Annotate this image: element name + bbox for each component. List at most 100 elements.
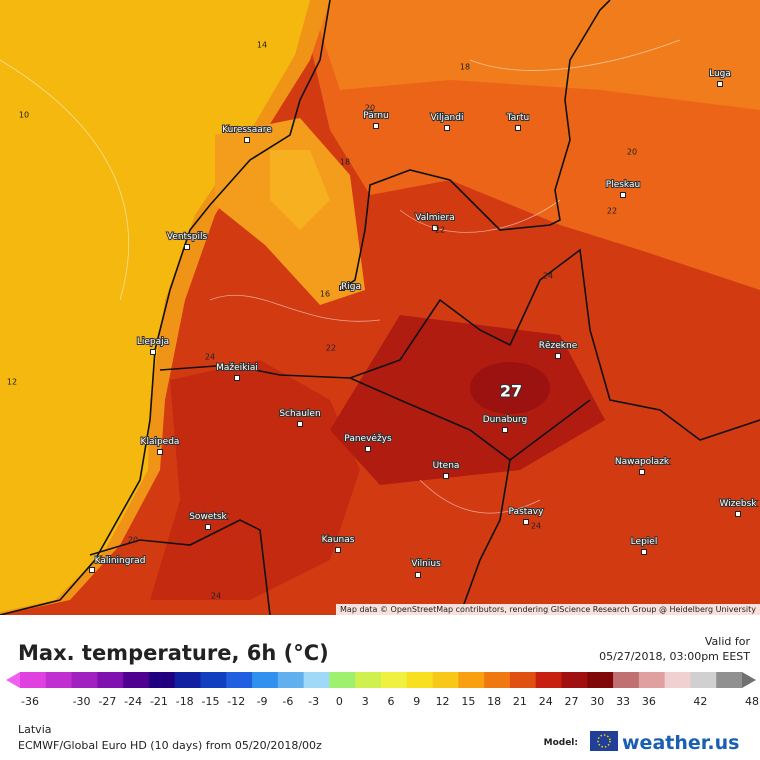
- city-label: Lepiel: [631, 537, 658, 547]
- colorbar-tick-label: -27: [98, 695, 116, 708]
- colorbar-tick-label: 3: [362, 695, 369, 708]
- colorbar-tick-label: 9: [413, 695, 420, 708]
- city-dot: [717, 81, 723, 87]
- colorbar-tick-label: 36: [642, 695, 656, 708]
- contour-label: 18: [340, 158, 350, 167]
- model-line: ECMWF/Global Euro HD (10 days) from 05/2…: [18, 739, 322, 752]
- city-label: Tartu: [506, 113, 529, 123]
- colorbar-tick-label: 12: [436, 695, 450, 708]
- valid-time: 05/27/2018, 03:00pm EEST: [599, 650, 750, 663]
- model-label: Model:: [544, 738, 578, 748]
- colorbar-segment: [200, 672, 227, 688]
- contour-label: 24: [543, 272, 553, 281]
- city-label: Utena: [433, 461, 460, 471]
- colorbar-tick-label: -3: [308, 695, 319, 708]
- city-dot: [335, 547, 341, 553]
- colorbar-segment: [432, 672, 459, 688]
- colorbar-segment: [226, 672, 253, 688]
- coastline: [0, 0, 331, 615]
- valid-for: Valid for: [705, 635, 751, 648]
- hot-zone-west: [150, 360, 360, 600]
- colorbar-segment: [587, 672, 614, 688]
- contour-label: 24: [205, 353, 215, 362]
- attribution: Map data © OpenStreetMap contributors, r…: [340, 605, 756, 614]
- city-label: Schaulen: [279, 409, 320, 419]
- colorbar-tick-label: 30: [590, 695, 604, 708]
- contour-label: 18: [460, 63, 470, 72]
- colorbar-segment: [716, 672, 743, 688]
- city-label: Vilnius: [411, 559, 441, 569]
- attribution-box: [336, 604, 760, 615]
- city-dot: [373, 123, 379, 129]
- colorbar-tick-label: -36: [21, 695, 39, 708]
- colorbar-arrow-right: [742, 672, 756, 688]
- colorbar-segment: [148, 672, 176, 688]
- colorbar-arrow-left: [6, 672, 20, 688]
- contour-label: 14: [257, 41, 267, 50]
- city-dot: [735, 511, 741, 517]
- colorbar-segment: [329, 672, 356, 688]
- city-dot: [234, 375, 240, 381]
- hot-zone: [330, 315, 605, 485]
- city-label: Nawapolazk: [615, 457, 670, 467]
- contour-label: 24: [211, 592, 221, 601]
- contour-label: 24: [531, 522, 541, 531]
- city-label: Riga: [341, 282, 361, 292]
- colorbar-segment: [664, 672, 691, 688]
- city-dot: [523, 519, 529, 525]
- contour-label: 20: [128, 536, 138, 545]
- city-label: Liepaja: [137, 337, 169, 347]
- city-label: Wizebsk: [719, 499, 757, 509]
- colorbar-segment: [406, 672, 434, 688]
- city-dot: [415, 572, 421, 578]
- colorbar-tick-label: 21: [513, 695, 527, 708]
- colorbar-tick-label: -18: [176, 695, 194, 708]
- city-dot: [444, 125, 450, 131]
- city-label: Kaunas: [322, 535, 355, 545]
- colorbar-tick-label: 48: [745, 695, 759, 708]
- colorbar-tick-label: 27: [565, 695, 579, 708]
- contour-label: 16: [320, 290, 330, 299]
- contour-label: 22: [607, 207, 617, 216]
- legend-panel: Max. temperature, 6h (°C) Valid for 05/2…: [6, 635, 759, 754]
- brand: weather.us: [622, 732, 739, 754]
- colorbar-segment: [355, 672, 382, 688]
- colorbar-segment: [381, 672, 408, 688]
- city-label: Sowetsk: [189, 512, 227, 522]
- city-dot: [432, 225, 438, 231]
- colorbar-segment: [561, 672, 588, 688]
- hot-core: [470, 362, 550, 414]
- city-dot: [244, 137, 250, 143]
- colorbar-segment: [252, 672, 279, 688]
- colorbar-tick-label: 33: [616, 695, 630, 708]
- colorbar-tick-label: -9: [257, 695, 268, 708]
- colorbar-tick-label: -24: [124, 695, 142, 708]
- colorbar-tick-label: 18: [487, 695, 501, 708]
- city-label: Pleskau: [606, 180, 640, 190]
- colorbar-tick-label: -12: [227, 695, 245, 708]
- colorbar-segment: [303, 672, 330, 688]
- city-label: Dunaburg: [483, 415, 528, 425]
- colorbar-tick-label: -21: [150, 695, 168, 708]
- contour-label: 20: [365, 104, 375, 113]
- city-dot: [515, 125, 521, 131]
- city-label: Kuressaare: [222, 125, 272, 135]
- colorbar-tick-label: 6: [388, 695, 395, 708]
- colorbar-segment: [123, 672, 150, 688]
- city-dot: [297, 421, 303, 427]
- city-label: Panevėžys: [344, 434, 392, 444]
- colorbar-segment: [277, 672, 305, 688]
- city-dot: [443, 473, 449, 479]
- city-label: Pastavy: [509, 507, 545, 517]
- city-label: Rēzekne: [539, 341, 578, 351]
- colorbar-segment: [174, 672, 201, 688]
- city-dot: [502, 427, 508, 433]
- city-dot: [641, 549, 647, 555]
- colorbar-tick-label: -30: [73, 695, 91, 708]
- city-dot: [89, 567, 95, 573]
- colorbar-tick-label: 42: [693, 695, 707, 708]
- colorbar-segment: [71, 672, 98, 688]
- city-label: Viljandi: [431, 113, 464, 123]
- colorbar-segment: [20, 672, 47, 688]
